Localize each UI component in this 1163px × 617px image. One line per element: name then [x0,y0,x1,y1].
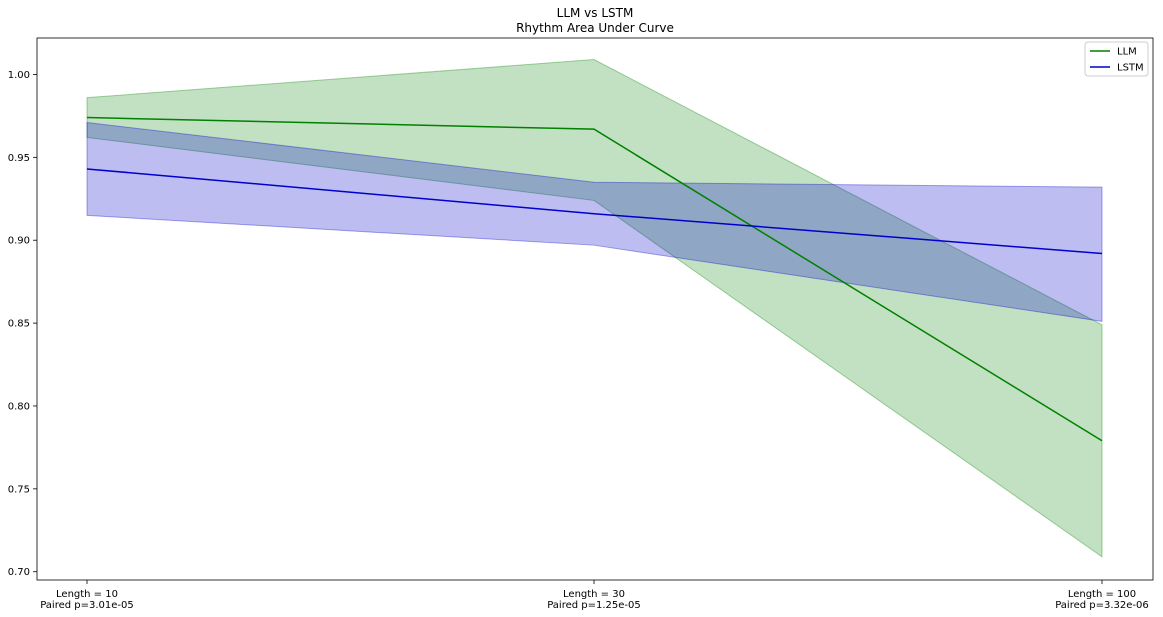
x-tick-pvalue: Paired p=3.32e-06 [1055,600,1149,611]
x-tick-label: Length = 100 [1068,589,1136,600]
confidence-bands [86,59,1103,558]
x-tick-pvalue: Paired p=1.25e-05 [547,600,641,611]
llm-line [86,116,1103,442]
plot-frame [36,37,1154,581]
y-tick-label: 1.00 [8,70,30,81]
x-tick-pvalue: Paired p=3.01e-05 [40,600,134,611]
series-lines [86,116,1103,442]
y-tick-label: 0.95 [8,153,30,164]
x-tick-label: Length = 10 [56,589,118,600]
y-tick-label: 0.90 [8,236,30,247]
legend: LLM LSTM [1084,41,1149,77]
y-tick-label: 0.85 [8,319,30,330]
y-tick-label: 0.80 [8,401,30,412]
chart-subtitle: Rhythm Area Under Curve [516,21,674,35]
lstm-confidence-band [86,121,1103,323]
y-axis: 0.70 0.75 0.80 0.85 0.90 0.95 1.00 [8,70,37,578]
legend-label-llm: LLM [1117,47,1137,58]
lstm-line [86,168,1103,255]
x-tick-label: Length = 30 [563,589,625,600]
chart-title: LLM vs LSTM [557,6,634,20]
y-tick-label: 0.70 [8,567,30,578]
llm-confidence-band [86,59,1103,558]
y-tick-label: 0.75 [8,484,30,495]
legend-label-lstm: LSTM [1117,63,1144,74]
